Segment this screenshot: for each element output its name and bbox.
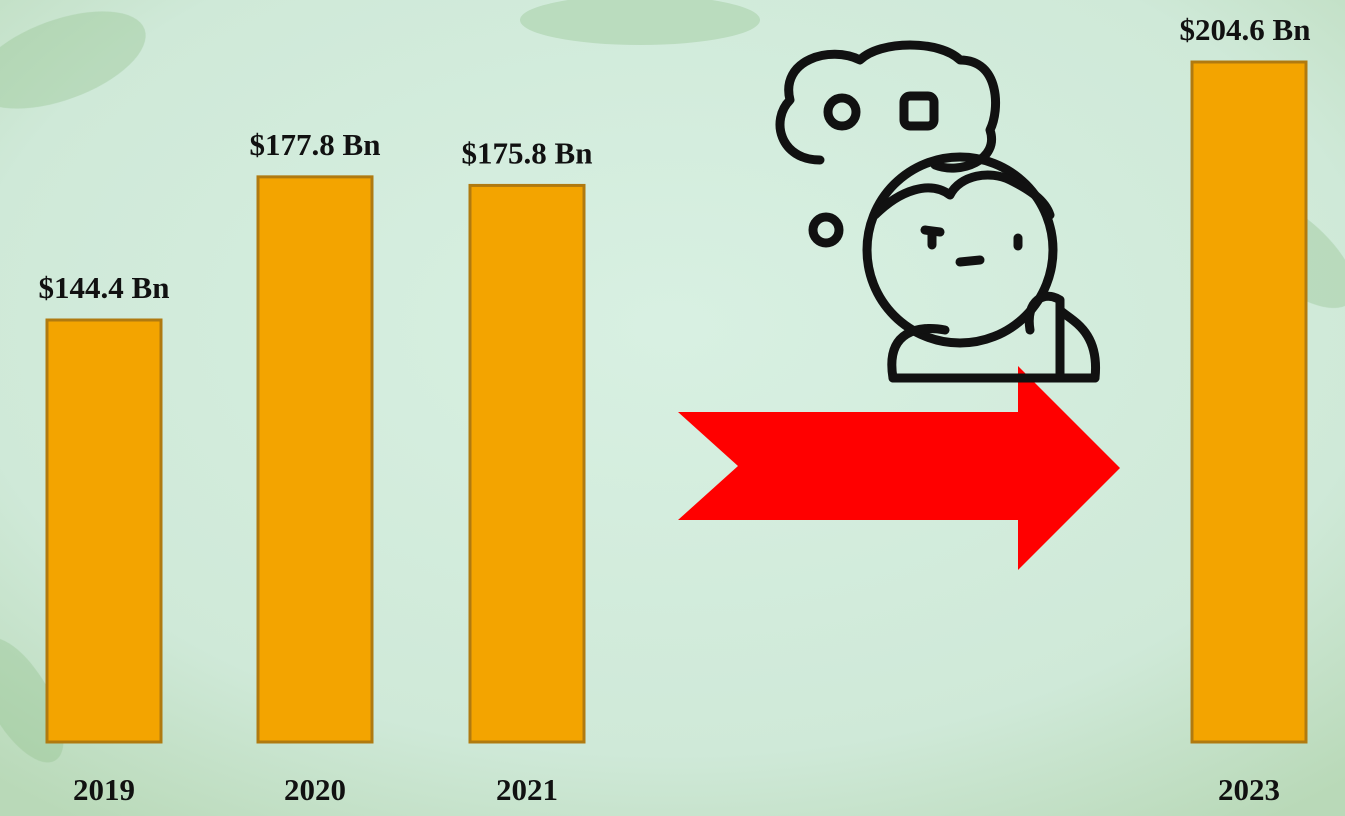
bar [468,183,586,744]
thinking-person-icon [775,40,1101,383]
bar [256,175,374,744]
arrow [678,366,1120,570]
x-tick-label: 2020 [284,772,346,807]
x-tick-label: 2021 [496,772,558,807]
value-label: $177.8 Bn [250,127,381,162]
x-tick-label: 2023 [1218,772,1280,807]
value-label: $204.6 Bn [1180,12,1311,47]
value-label: $144.4 Bn [39,270,170,305]
x-tick-label: 2019 [73,772,135,807]
value-label: $175.8 Bn [462,135,593,170]
bar [45,318,163,744]
bar [1190,60,1308,744]
